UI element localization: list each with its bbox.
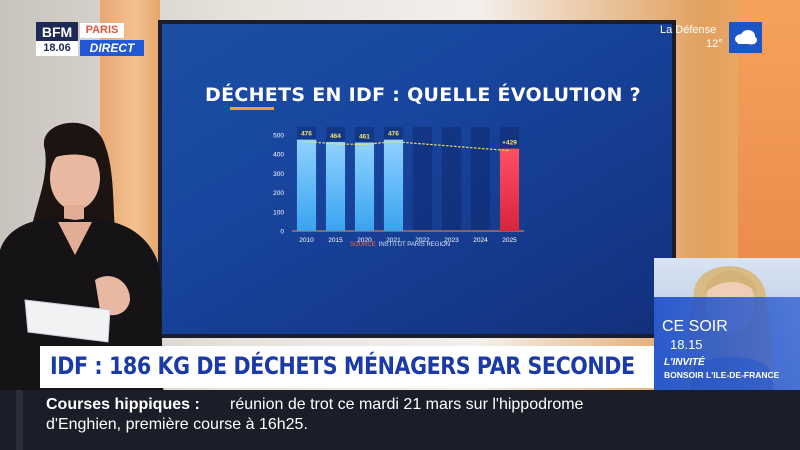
y-tick-100: 100 bbox=[273, 209, 284, 216]
city-tag: PARIS bbox=[80, 23, 124, 38]
x-tick-2025: 2025 bbox=[502, 237, 517, 244]
weather-city: La Défense bbox=[660, 24, 717, 36]
column-bg-2023 bbox=[441, 127, 462, 231]
tonight-time: 18.15 bbox=[670, 337, 703, 352]
x-tick-2020: 2020 bbox=[357, 237, 372, 244]
y-tick-400: 400 bbox=[273, 152, 284, 159]
x-tick-2024: 2024 bbox=[473, 237, 488, 244]
bfm-logo: BFM 18.06 bbox=[36, 22, 78, 56]
ticker-line-1: réunion de trot ce mardi 21 mars sur l'h… bbox=[230, 396, 584, 413]
chart-title: DÉCHETS EN IDF : QUELLE ÉVOLUTION ? bbox=[205, 84, 641, 106]
guest-overlay bbox=[654, 297, 800, 390]
source-key: SOURCE bbox=[350, 242, 376, 248]
ticker-accent bbox=[16, 390, 23, 450]
trend-line bbox=[306, 141, 510, 152]
column-bg-2022 bbox=[412, 127, 433, 231]
screen-content: DÉCHETS EN IDF : QUELLE ÉVOLUTION ? 0 100… bbox=[162, 24, 672, 334]
y-tick-200: 200 bbox=[273, 190, 284, 197]
data-label-2015: 464 bbox=[330, 133, 341, 140]
data-label-2021: 476 bbox=[388, 131, 399, 138]
y-tick-0: 0 bbox=[280, 229, 284, 236]
y-tick-500: 500 bbox=[273, 133, 284, 140]
clock-time: 18.06 bbox=[36, 41, 78, 56]
chart-source: SOURCE INSTITUT PARIS REGION bbox=[350, 242, 450, 248]
column-bg-2024 bbox=[470, 127, 491, 231]
x-tick-2015: 2015 bbox=[328, 237, 343, 244]
bar-2025 bbox=[499, 148, 520, 231]
headline-text: IDF : 186 KG DE DÉCHETS MÉNAGERS PAR SEC… bbox=[50, 352, 635, 380]
show-name: BONSOIR L'ILE-DE-FRANCE bbox=[664, 370, 780, 380]
bar-2010 bbox=[296, 139, 317, 231]
x-tick-2023: 2023 bbox=[444, 237, 459, 244]
data-label-2025: +429 bbox=[502, 140, 517, 147]
y-tick-300: 300 bbox=[273, 171, 284, 178]
source-value: INSTITUT PARIS REGION bbox=[378, 242, 451, 248]
x-tick-2022: 2022 bbox=[415, 237, 430, 244]
logo-text: BFM bbox=[41, 24, 73, 40]
ticker-topic: Courses hippiques : bbox=[46, 396, 200, 413]
ticker-line-2: d'Enghien, première course à 16h25. bbox=[46, 416, 308, 433]
data-label-2010: 476 bbox=[301, 131, 312, 138]
weather-badge bbox=[729, 22, 762, 53]
bar-2020 bbox=[354, 142, 375, 231]
data-label-2020: 461 bbox=[359, 133, 370, 140]
news-ticker bbox=[0, 390, 800, 450]
bar-chart: 0 100 200 300 400 500 476 2010 464 2015 461 2020 476… bbox=[273, 127, 524, 244]
cloud-icon bbox=[735, 30, 757, 45]
live-tag: DIRECT bbox=[80, 40, 144, 56]
title-accent-line bbox=[230, 107, 274, 110]
x-tick-2010: 2010 bbox=[299, 237, 314, 244]
video-wall-screen: DÉCHETS EN IDF : QUELLE ÉVOLUTION ? 0 100… bbox=[158, 20, 676, 338]
bar-2021 bbox=[383, 139, 404, 231]
tonight-label: CE SOIR bbox=[662, 318, 728, 335]
x-tick-2021: 2021 bbox=[386, 237, 401, 244]
headline-bar: IDF : 186 KG DE DÉCHETS MÉNAGERS PAR SEC… bbox=[40, 346, 654, 388]
weather-temperature: 12° bbox=[706, 38, 723, 50]
guest-label: L'INVITÉ bbox=[664, 357, 705, 368]
bar-2015 bbox=[325, 141, 346, 231]
